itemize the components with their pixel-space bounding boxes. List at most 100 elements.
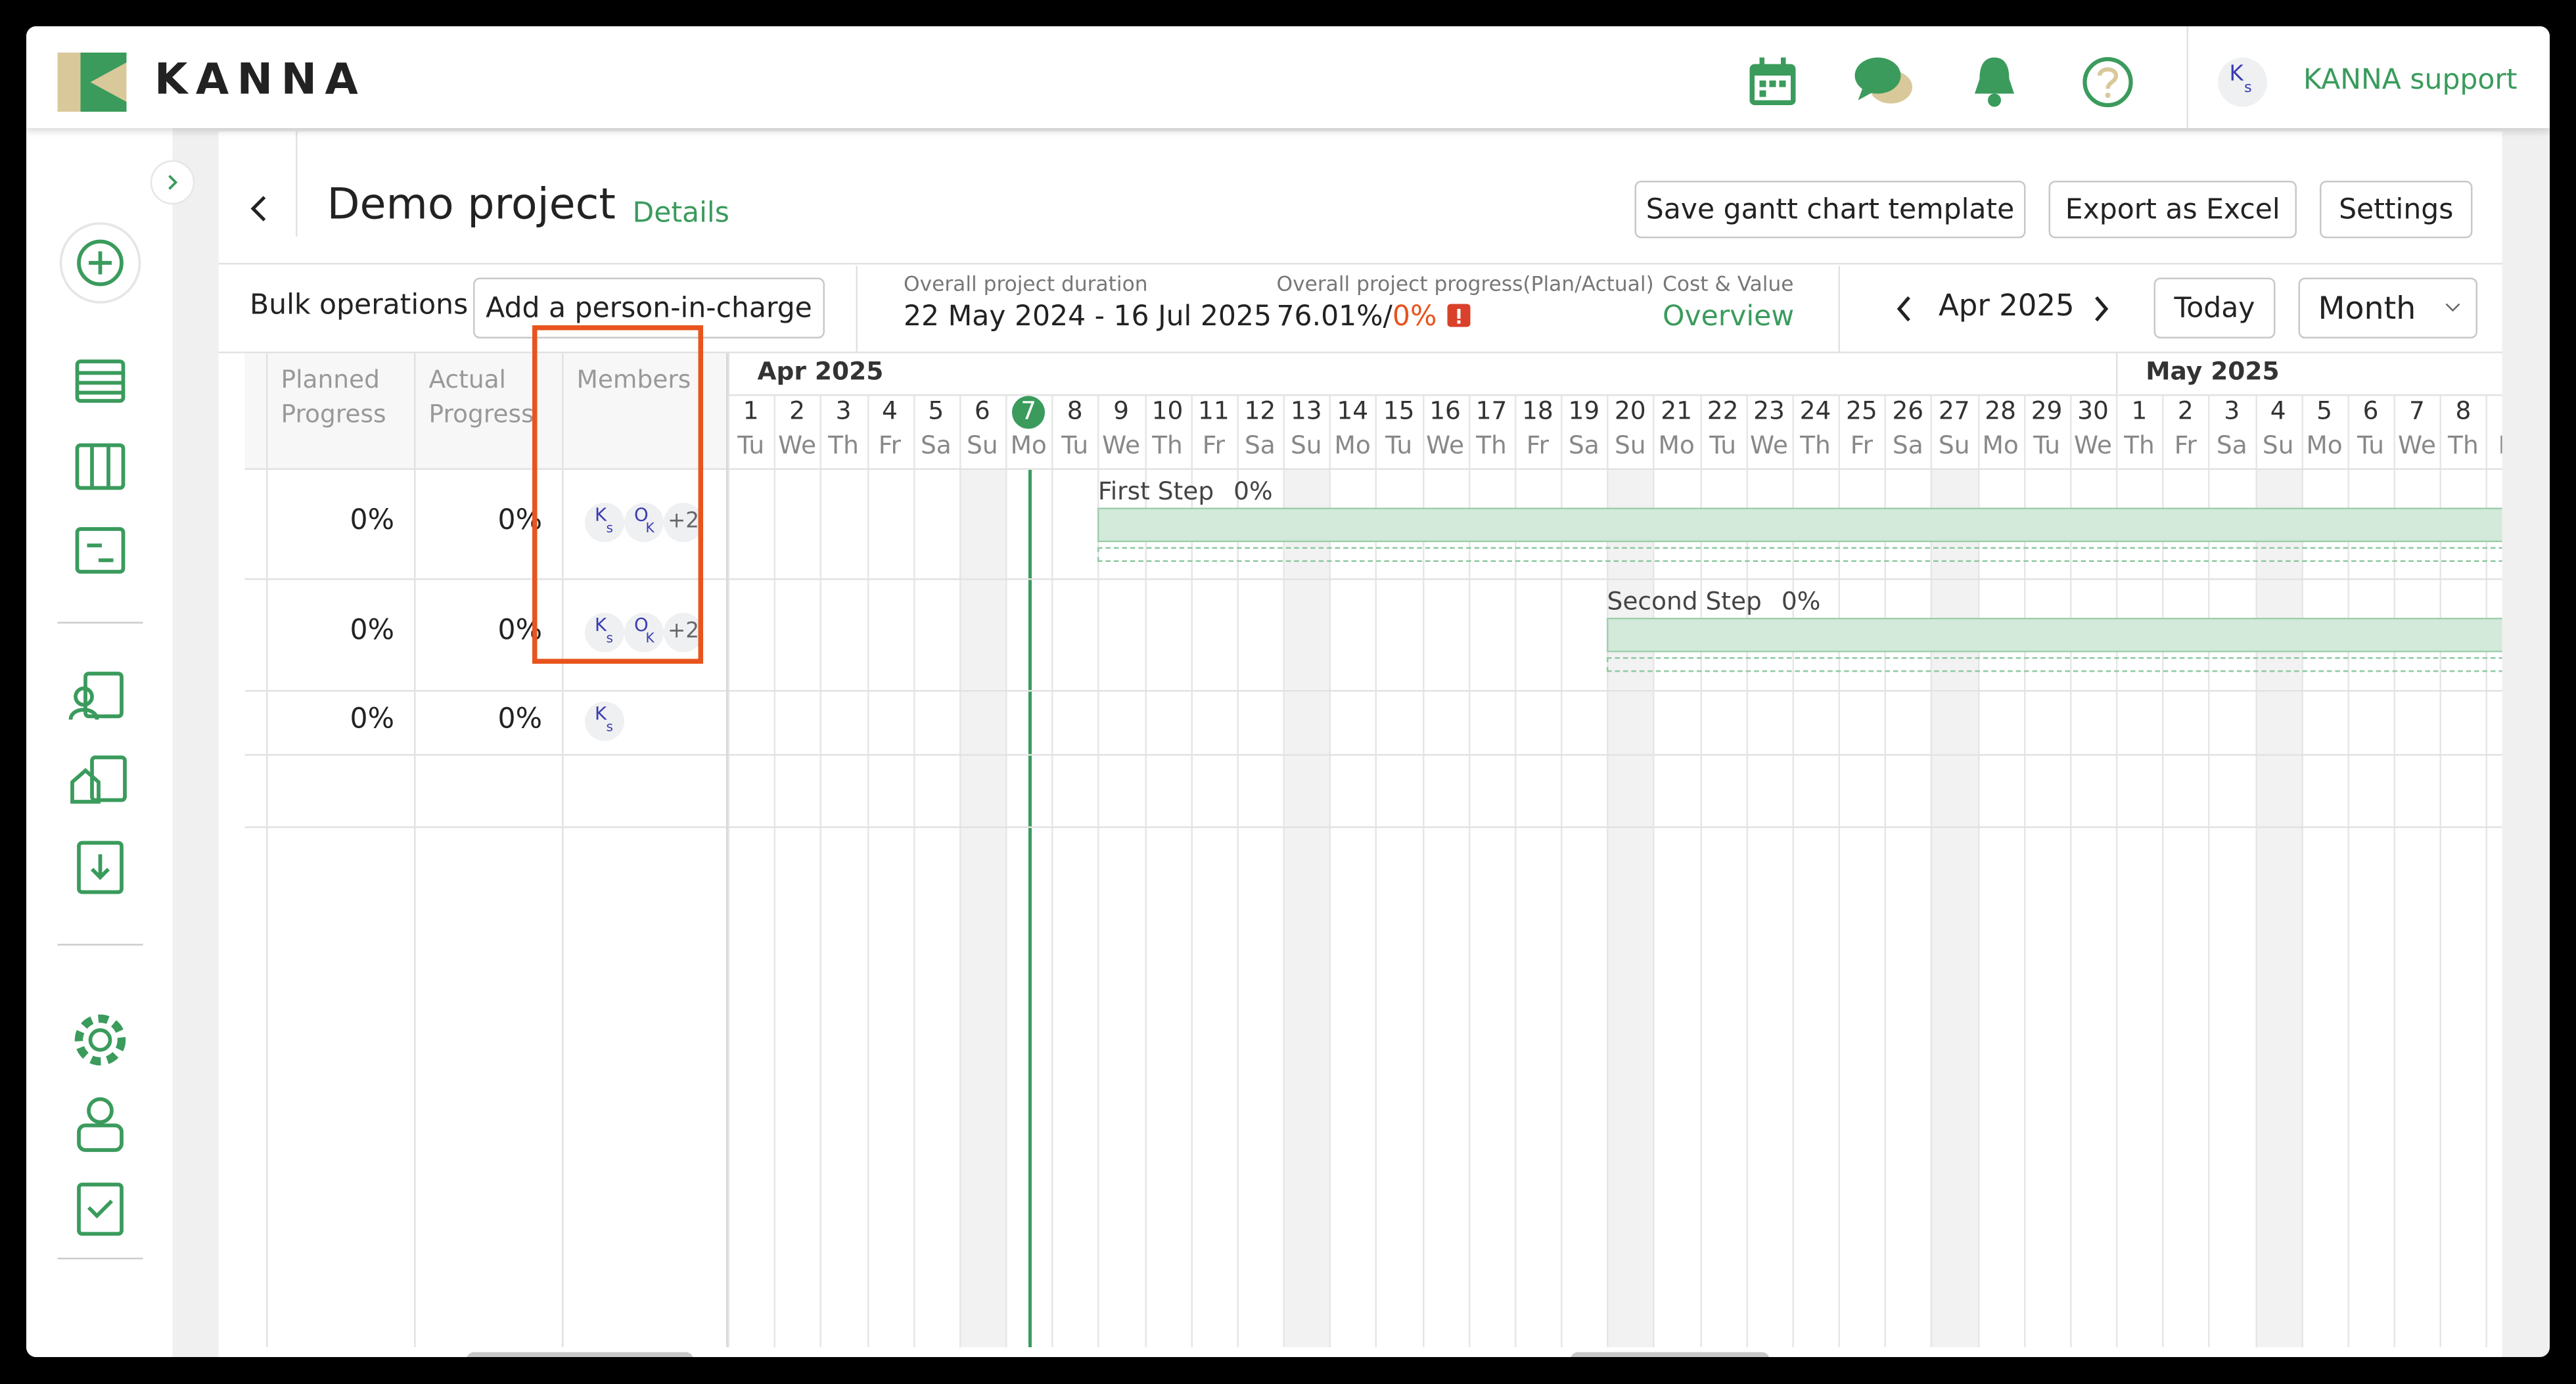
day-line (2162, 394, 2165, 1347)
avatar-initial: s (606, 520, 613, 536)
sidebar (26, 128, 195, 1357)
column-line (414, 353, 416, 1347)
user-avatar: K s (2218, 57, 2267, 107)
planned-progress: 0% (350, 703, 394, 736)
planned-progress: 0% (350, 614, 394, 647)
day-line (1421, 394, 1424, 1347)
bell-icon[interactable] (1970, 53, 2019, 108)
scrollbar[interactable] (1571, 1352, 1770, 1357)
overview-link[interactable]: Overview (1663, 300, 1795, 334)
scrollbar[interactable] (467, 1352, 693, 1357)
day-line (2393, 394, 2396, 1347)
day-number: 5 (928, 396, 944, 426)
day-number: 6 (974, 396, 990, 426)
month-label: May 2025 (2146, 356, 2280, 386)
weekday: Mo (1334, 430, 1371, 460)
day-line (1977, 394, 1979, 1347)
day-number: 7 (2409, 396, 2425, 426)
day-number: 4 (2270, 396, 2286, 426)
avatar-initial: O (634, 614, 649, 636)
task-bar[interactable] (1097, 507, 2502, 542)
weekday: Mo (1658, 430, 1695, 460)
weekday: Mo (2306, 430, 2343, 460)
header-line (727, 394, 2502, 396)
weekday: Th (828, 430, 859, 460)
brand: KANNA (154, 56, 367, 105)
weekday: Sa (1244, 430, 1276, 460)
planned-progress: 0% (350, 504, 394, 538)
table-header (244, 353, 726, 469)
export-button[interactable]: Export as Excel (2048, 181, 2297, 239)
weekday: Th (1476, 430, 1507, 460)
day-line (1237, 394, 1239, 1347)
day-line (2069, 394, 2072, 1347)
column-line (266, 353, 268, 1347)
actual-progress: 0% (497, 504, 542, 538)
chat-icon[interactable] (1853, 55, 1916, 110)
day-number: 19 (1568, 396, 1600, 426)
day-number: 9 (1113, 396, 1130, 426)
cost-label: Cost & Value (1663, 271, 1794, 296)
weekday: Su (2262, 430, 2294, 460)
column-header: Actual Progress (428, 365, 534, 429)
weekday: We (2074, 430, 2112, 460)
user-name[interactable]: KANNA support (2303, 64, 2518, 97)
back-button[interactable] (248, 194, 271, 223)
day-line (866, 394, 869, 1347)
weekday: Tu (737, 430, 765, 460)
day-number: 4 (881, 396, 898, 426)
row-line (727, 690, 2502, 692)
day-line (1283, 394, 1285, 1347)
weekday: Mo (1982, 430, 2019, 460)
highlight-box (532, 325, 703, 664)
day-number: 15 (1383, 396, 1415, 426)
day-number: 3 (835, 396, 852, 426)
day-line (959, 394, 961, 1347)
view-select[interactable]: Month (2298, 277, 2477, 338)
day-line (2440, 394, 2442, 1347)
task-label: First Step 0% (1098, 476, 1273, 506)
task-bar[interactable] (1607, 618, 2502, 653)
warning-icon (1446, 304, 1470, 327)
weekday: Su (1614, 430, 1646, 460)
day-line (1190, 394, 1193, 1347)
row-line (727, 754, 2502, 756)
today-button[interactable]: Today (2153, 277, 2276, 338)
row-line (727, 826, 2502, 828)
details-link[interactable]: Details (632, 197, 729, 230)
weekday: We (1426, 430, 1465, 460)
duration-label: Overall project duration (904, 271, 1148, 296)
calendar-icon[interactable] (1747, 56, 1799, 108)
column-line (562, 353, 564, 1347)
bulk-label: Bulk operations (250, 289, 469, 322)
day-line (1329, 394, 1331, 1347)
month-line (727, 353, 729, 394)
day-line (2023, 394, 2025, 1347)
template-button[interactable]: Save gantt chart template (1634, 181, 2026, 239)
help-icon[interactable] (2080, 55, 2136, 110)
task-progress: 0% (1781, 586, 1821, 616)
project-title: Demo project (327, 181, 616, 230)
next-month[interactable] (2092, 294, 2111, 324)
weekend-column (1931, 468, 1977, 1347)
weekday: Sa (920, 430, 952, 460)
day-line (1931, 394, 1933, 1347)
avatar-initial: K (2229, 62, 2243, 87)
task-plan-bar (1607, 657, 2502, 672)
prev-month[interactable] (1895, 294, 1914, 324)
task-name: First Step (1097, 476, 1214, 506)
task-label: Second Step 0% (1607, 587, 1821, 616)
day-line (2347, 394, 2349, 1347)
more-members: +2 (664, 612, 703, 653)
weekday: Tu (2033, 430, 2061, 460)
settings-button[interactable]: Settings (2320, 181, 2473, 239)
weekday: Tu (1709, 430, 1737, 460)
day-line (1375, 394, 1377, 1347)
actual-progress: 0% (497, 614, 542, 647)
day-line (2255, 394, 2257, 1347)
progress-actual: 0% (1392, 300, 1437, 334)
logo (57, 53, 127, 112)
